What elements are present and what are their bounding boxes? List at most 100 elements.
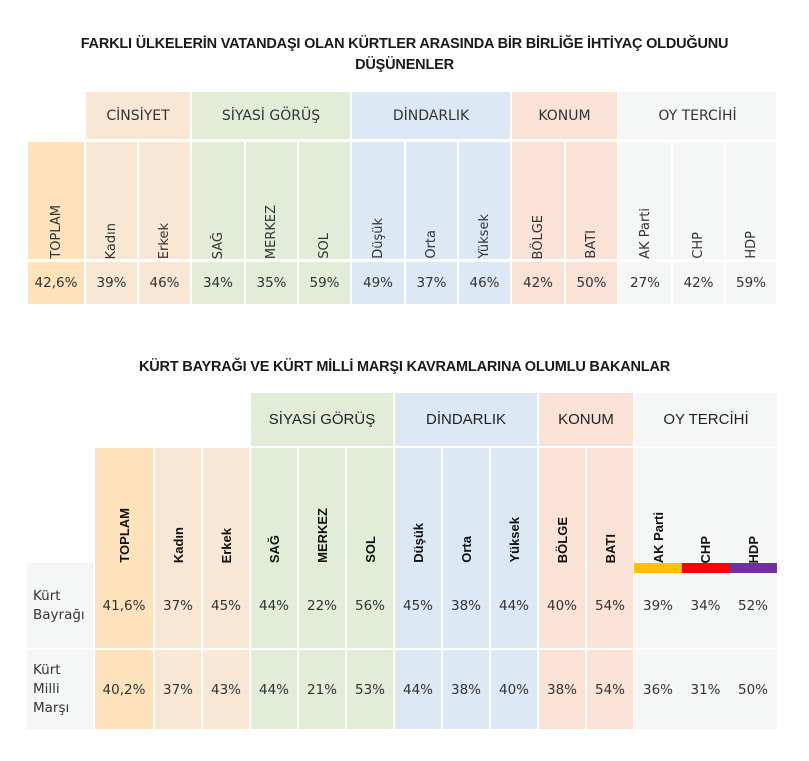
value-cell: 21% — [299, 650, 345, 729]
column-header-toplam: TOPLAM — [95, 448, 153, 563]
column-header-label: BÖLGE — [554, 516, 570, 563]
value-cell: 59% — [726, 262, 776, 304]
column-header-label: Düşük — [410, 523, 426, 563]
column-header-label: Kadın — [170, 526, 186, 563]
column-header-orta: Orta — [406, 142, 457, 259]
value-cell: 36% — [634, 650, 682, 729]
value-cell: 43% — [203, 650, 249, 729]
column-header-label: TOPLAM — [48, 205, 64, 259]
row-label-kurt-bayragi: Kürt Bayrağı — [27, 563, 94, 648]
column-header-merkez: MERKEZ — [299, 448, 345, 563]
column-header-merkez: MERKEZ — [246, 142, 297, 259]
group-label: CİNSİYET — [106, 107, 170, 124]
column-header-ak-parti: AK Parti — [619, 142, 671, 259]
column-header-bölge: BÖLGE — [512, 142, 564, 259]
row-label-kurt-milli-marsi: Kürt Milli Marşı — [27, 650, 94, 729]
group-label: DİNDARLIK — [392, 107, 470, 124]
column-header-label: Orta — [458, 536, 474, 563]
column-header-chp: CHP — [682, 448, 729, 563]
table1-title-line1: FARKLI ÜLKELERİN VATANDAŞI OLAN KÜRTLER … — [80, 36, 729, 52]
value-cell: 52% — [729, 563, 777, 648]
column-header-label: SOL — [362, 536, 378, 563]
value-cell: 50% — [566, 262, 617, 304]
group-header-konum: KONUM — [512, 92, 617, 139]
column-header-sol: SOL — [347, 448, 393, 563]
column-header-sağ: SAĞ — [251, 448, 297, 563]
group-header-cinsiyet: CİNSİYET — [86, 92, 190, 139]
group-header-siyasi-gorus: SİYASİ GÖRÜŞ — [251, 393, 393, 446]
table1-title: FARKLI ÜLKELERİN VATANDAŞI OLAN KÜRTLER … — [0, 34, 809, 76]
value-cell: 53% — [347, 650, 393, 729]
group-header-oy-tercihi: OY TERCİHİ — [619, 92, 776, 139]
value-cell: 46% — [139, 262, 190, 304]
value-cell: 34% — [682, 563, 729, 648]
value-cell: 41,6% — [95, 563, 153, 648]
group-label: SİYASİ GÖRÜŞ — [221, 107, 321, 124]
group-label: KONUM — [558, 411, 614, 428]
value-cell: 38% — [539, 650, 585, 729]
column-header-label: Erkek — [218, 527, 234, 563]
value-cell: 45% — [395, 563, 441, 648]
column-header-label: Yüksek — [477, 214, 492, 259]
value-cell: 22% — [299, 563, 345, 648]
column-header-sağ: SAĞ — [192, 142, 244, 259]
column-header-bölge: BÖLGE — [539, 448, 585, 563]
column-header-bati: BATI — [587, 448, 633, 563]
column-header-yüksek: Yüksek — [459, 142, 510, 259]
value-cell: 42% — [512, 262, 564, 304]
value-cell: 54% — [587, 650, 633, 729]
column-header-label: CHP — [698, 535, 713, 563]
table2-title: KÜRT BAYRAĞI VE KÜRT MİLLİ MARŞI KAVRAML… — [139, 359, 670, 375]
table1-title-line2: DÜŞÜNENLER — [355, 57, 454, 73]
value-cell: 27% — [619, 262, 671, 304]
value-cell: 50% — [729, 650, 777, 729]
column-header-düşük: Düşük — [352, 142, 404, 259]
column-header-label: Orta — [424, 230, 439, 259]
value-cell: 38% — [443, 563, 489, 648]
column-header-label: CHP — [691, 232, 706, 259]
column-header-ak-parti: AK Parti — [634, 448, 682, 563]
group-header-dindarlik: DİNDARLIK — [395, 393, 537, 446]
value-cell: 40% — [539, 563, 585, 648]
value-cell: 59% — [299, 262, 350, 304]
group-header-siyasi-gorus: SİYASİ GÖRÜŞ — [192, 92, 350, 139]
value-cell: 39% — [634, 563, 682, 648]
column-header-erkek: Erkek — [139, 142, 190, 259]
column-header-label: Kadın — [104, 222, 119, 259]
column-header-label: HDP — [745, 535, 761, 563]
value-cell: 35% — [246, 262, 297, 304]
value-cell: 42% — [673, 262, 724, 304]
column-header-düşük: Düşük — [395, 448, 441, 563]
value-cell: 34% — [192, 262, 244, 304]
group-label: DİNDARLIK — [425, 411, 507, 428]
column-header-label: Düşük — [370, 218, 386, 259]
column-header-label: BATI — [584, 230, 599, 259]
group-label: SİYASİ GÖRÜŞ — [268, 411, 376, 428]
value-cell: 45% — [203, 563, 249, 648]
group-header-oy-tercihi: OY TERCİHİ — [635, 393, 777, 446]
column-header-toplam: TOPLAM — [28, 142, 84, 259]
column-header-kadın: Kadın — [86, 142, 137, 259]
column-header-label: MERKEZ — [264, 204, 279, 259]
column-header-sol: SOL — [299, 142, 350, 259]
value-cell: 39% — [86, 262, 137, 304]
value-cell: 40,2% — [95, 650, 153, 729]
column-header-label: MERKEZ — [314, 508, 330, 563]
column-header-orta: Orta — [443, 448, 489, 563]
value-cell: 40% — [491, 650, 537, 729]
value-cell: 44% — [251, 563, 297, 648]
column-header-hdp: HDP — [726, 142, 776, 259]
column-header-label: SAĞ — [210, 231, 226, 259]
column-header-bati: BATI — [566, 142, 617, 259]
chp-color-stripe — [682, 563, 729, 573]
column-header-label: SOL — [317, 233, 332, 259]
value-cell: 31% — [682, 650, 729, 729]
column-header-label: AK Parti — [650, 511, 666, 563]
column-header-erkek: Erkek — [203, 448, 249, 563]
value-cell: 46% — [459, 262, 510, 304]
value-cell: 56% — [347, 563, 393, 648]
column-header-label: BÖLGE — [530, 214, 546, 259]
column-header-label: AK Parti — [637, 208, 653, 259]
group-label: OY TERCİHİ — [663, 411, 749, 428]
group-label: KONUM — [538, 107, 591, 124]
